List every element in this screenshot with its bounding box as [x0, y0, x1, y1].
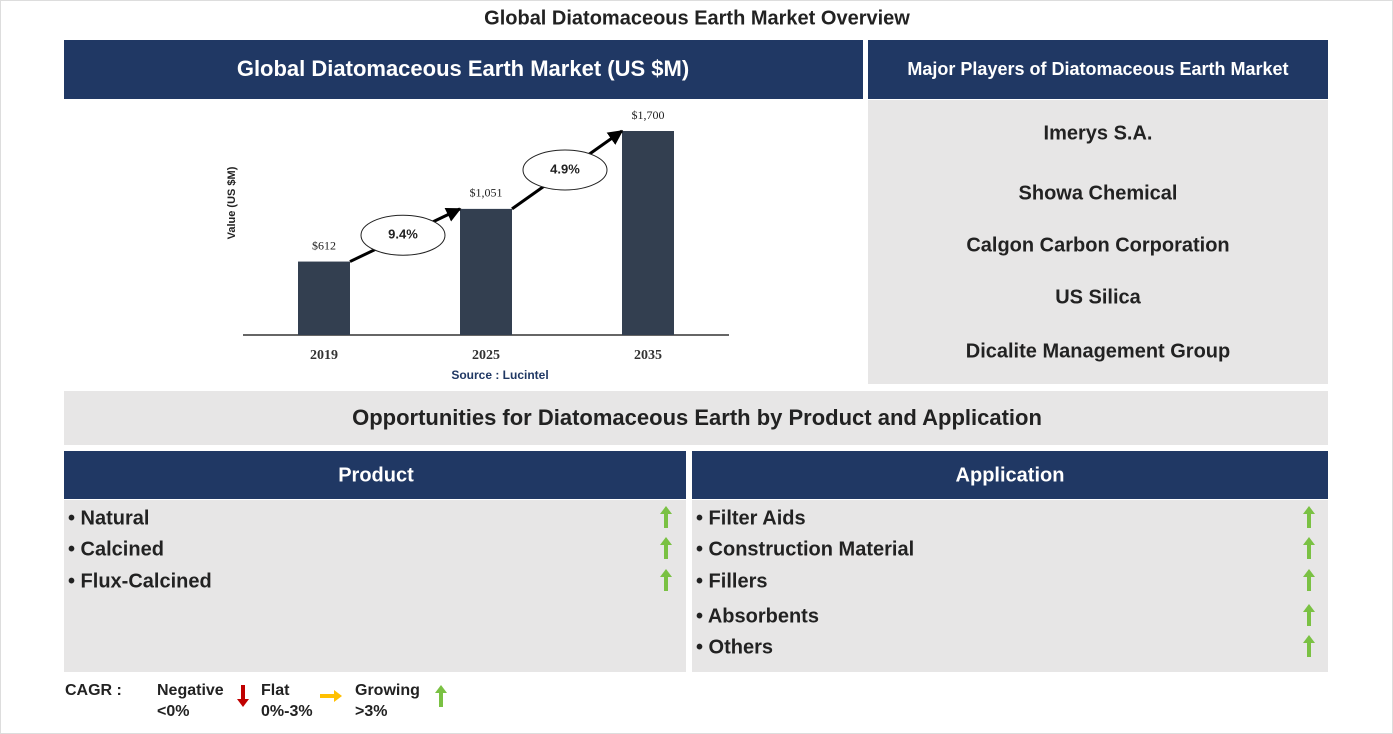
bar	[460, 208, 512, 335]
application-item: • Others	[696, 636, 773, 658]
legend-range: <0%	[157, 703, 189, 720]
application-title: Application	[956, 464, 1065, 486]
application-item: • Construction Material	[696, 538, 914, 560]
trend-arrow	[660, 506, 672, 528]
legend-range: >3%	[355, 703, 387, 720]
product-panel	[64, 500, 686, 672]
product-item: • Flux-Calcined	[68, 570, 212, 592]
y-axis-label: Value (US $M)	[226, 166, 238, 239]
application-item: • Absorbents	[696, 605, 819, 627]
player-name: US Silica	[1055, 286, 1141, 308]
legend-name: Growing	[355, 682, 420, 699]
source: Source : Lucintel	[451, 368, 548, 382]
trend-arrow	[1303, 569, 1315, 591]
trend-arrow	[1303, 537, 1315, 559]
chart-title: Global Diatomaceous Earth Market (US $M)	[237, 56, 689, 81]
legend-name: Negative	[157, 682, 224, 699]
players-header	[868, 40, 1328, 99]
cagr-bubble	[522, 149, 608, 191]
players-title: Major Players of Diatomaceous Earth Mark…	[907, 59, 1288, 79]
trend-arrow	[1303, 635, 1315, 657]
trend-arrow	[1303, 506, 1315, 528]
player-name: Calgon Carbon Corporation	[966, 234, 1229, 256]
x-tick-label: 2025	[472, 348, 500, 363]
x-tick-label: 2035	[634, 348, 662, 363]
player-name: Dicalite Management Group	[966, 340, 1231, 362]
value-label: $1,051	[470, 186, 503, 200]
application-header	[692, 451, 1328, 499]
product-item: • Natural	[68, 507, 149, 529]
trend-arrow	[1303, 604, 1315, 626]
player-name: Showa Chemical	[1019, 182, 1178, 204]
product-header	[64, 451, 686, 499]
page-title: Global Diatomaceous Earth Market Overvie…	[484, 7, 910, 29]
application-item: • Fillers	[696, 570, 767, 592]
legend-arrow	[320, 690, 342, 702]
bar	[622, 131, 674, 335]
players-panel	[868, 100, 1328, 384]
legend-label: CAGR :	[65, 682, 122, 699]
legend-range: 0%-3%	[261, 703, 313, 720]
cagr-label: 9.4%	[388, 227, 418, 242]
value-label: $612	[312, 238, 336, 252]
cagr-bubble	[360, 214, 446, 256]
application-panel	[692, 500, 1328, 672]
x-tick-label: 2019	[310, 348, 338, 363]
legend-name: Flat	[261, 682, 290, 699]
product-title: Product	[338, 464, 414, 486]
bar	[298, 261, 350, 335]
opportunities-band	[64, 391, 1328, 445]
trend-arrow	[660, 537, 672, 559]
product-item: • Calcined	[68, 538, 164, 560]
legend-arrow	[435, 685, 447, 707]
value-label: $1,700	[632, 108, 665, 122]
cagr-label: 4.9%	[550, 161, 580, 176]
legend-arrow	[237, 685, 249, 707]
application-item: • Filter Aids	[696, 507, 806, 529]
trend-arrow	[660, 569, 672, 591]
opportunities-title: Opportunities for Diatomaceous Earth by …	[352, 405, 1042, 430]
chart-header	[64, 40, 863, 99]
player-name: Imerys S.A.	[1044, 122, 1153, 144]
